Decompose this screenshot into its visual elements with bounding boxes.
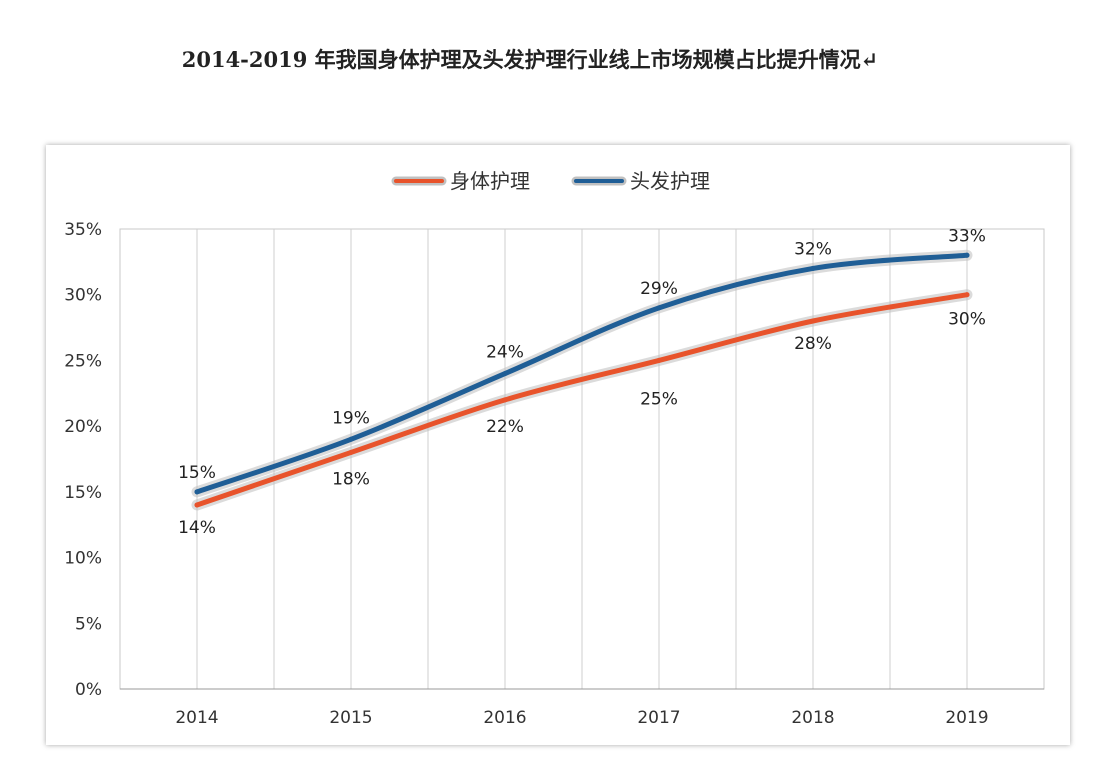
chart-card: 0% 5% 10% 15% 20% 25% 30% 35% 2014 2015 2016 2017 20…	[46, 145, 1070, 745]
data-label: 18%	[332, 469, 370, 489]
data-point	[502, 397, 508, 403]
grid-layer	[119, 228, 1045, 690]
y-tick-label: 5%	[75, 614, 102, 634]
data-point	[502, 371, 508, 377]
y-tick-label: 15%	[64, 483, 102, 503]
x-tick-label: 2014	[175, 708, 218, 728]
data-label: 28%	[794, 334, 832, 354]
axis-layer: 0% 5% 10% 15% 20% 25% 30% 35% 2014 2015 2016 2017 20…	[64, 220, 1044, 728]
data-point	[810, 265, 816, 271]
y-tick-label: 0%	[75, 680, 102, 700]
x-tick-label: 2015	[329, 708, 372, 728]
data-point	[348, 436, 354, 442]
data-label: 22%	[486, 417, 524, 437]
x-tick-label: 2019	[945, 708, 988, 728]
data-point	[964, 292, 970, 298]
data-point	[194, 502, 200, 508]
series-layer	[191, 249, 973, 511]
data-label: 33%	[948, 226, 986, 246]
y-tick-label: 20%	[64, 417, 102, 437]
data-point	[964, 252, 970, 258]
series-line-hair-care	[194, 252, 970, 495]
data-label: 19%	[332, 408, 370, 428]
legend: 身体护理 头发护理	[391, 169, 710, 193]
x-tick-label: 2017	[637, 708, 680, 728]
x-tick-label: 2018	[791, 708, 834, 728]
y-tick-label: 30%	[64, 286, 102, 306]
data-label: 15%	[178, 463, 216, 483]
data-label: 30%	[948, 310, 986, 330]
legend-label: 头发护理	[630, 169, 710, 193]
chart-title: 2014-2019 年我国身体护理及头发护理行业线上市场规模占比提升情况↵	[181, 47, 879, 72]
data-point	[194, 489, 200, 495]
line-chart: 0% 5% 10% 15% 20% 25% 30% 35% 2014 2015 2016 2017 20…	[64, 169, 1045, 728]
x-tick-label: 2016	[483, 708, 526, 728]
y-tick-label: 10%	[64, 549, 102, 569]
data-point	[656, 357, 662, 363]
data-label: 32%	[794, 239, 832, 259]
series-line-body-care	[194, 292, 970, 508]
data-point	[348, 449, 354, 455]
y-tick-label: 25%	[64, 351, 102, 371]
data-point	[656, 305, 662, 311]
data-label: 24%	[486, 343, 524, 363]
y-tick-label: 35%	[64, 220, 102, 240]
data-point	[810, 318, 816, 324]
legend-label: 身体护理	[450, 169, 530, 193]
data-label: 25%	[640, 389, 678, 409]
data-label-layer: 14% 18% 22% 25% 28% 30% 15% 19% 24% 29% 32% 33%	[178, 226, 986, 538]
data-label: 29%	[640, 279, 678, 299]
data-label: 14%	[178, 518, 216, 538]
